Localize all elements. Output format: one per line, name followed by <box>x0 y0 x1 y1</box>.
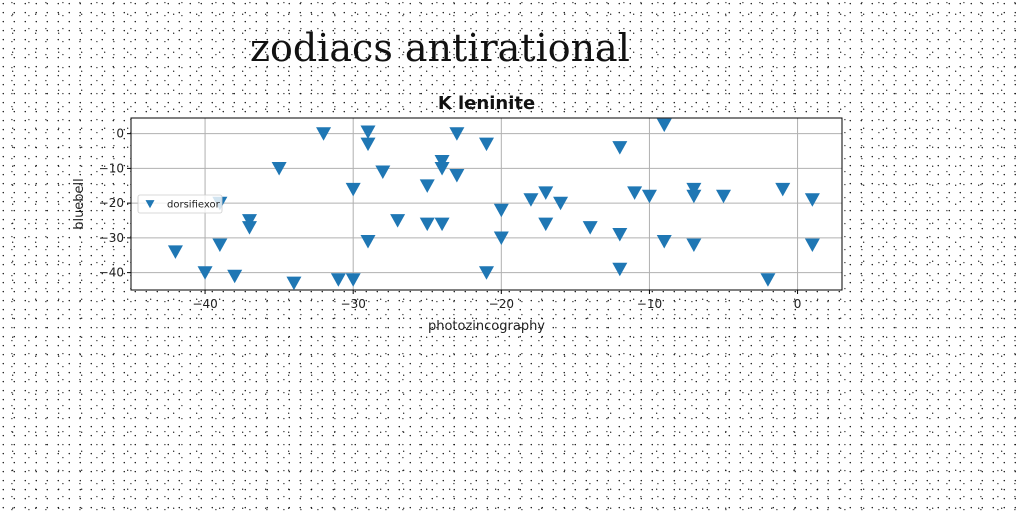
data-point <box>212 238 228 252</box>
data-point <box>612 141 628 155</box>
data-point <box>612 228 628 242</box>
data-point <box>493 203 509 218</box>
data-point <box>434 155 450 169</box>
data-point <box>449 168 465 183</box>
data-point <box>434 217 450 232</box>
data-point <box>686 189 702 204</box>
x-tick-label: −10 <box>637 297 662 311</box>
data-point <box>345 182 361 197</box>
legend: dorsifiexor <box>137 194 223 214</box>
data-point <box>345 273 361 287</box>
data-point <box>582 221 598 235</box>
data-point <box>553 196 569 211</box>
ticks-layer: −40 −30 −20 −10 0 0 −10 −20 −30 −40 <box>99 127 802 311</box>
data-point <box>419 217 435 232</box>
page-title: zodiacs antirational <box>250 26 630 70</box>
marks-layer <box>167 118 820 291</box>
x-tick-label: −30 <box>341 297 366 311</box>
data-point <box>612 262 628 277</box>
y-tick-label: −30 <box>99 231 124 245</box>
legend-box <box>137 194 223 214</box>
x-tick-label: −20 <box>489 297 514 311</box>
data-point <box>479 266 494 280</box>
y-axis-label: bluebell <box>72 178 87 230</box>
x-tick-label: −40 <box>192 297 217 311</box>
data-point <box>686 182 702 197</box>
data-point <box>493 231 509 246</box>
data-point <box>641 189 657 204</box>
legend-marker <box>145 200 155 209</box>
data-point <box>375 165 391 179</box>
data-point <box>804 238 820 252</box>
data-point <box>330 273 346 287</box>
data-point <box>656 118 672 133</box>
data-point <box>716 189 731 204</box>
data-point <box>434 162 450 176</box>
data-point <box>523 193 539 207</box>
data-point <box>242 214 257 228</box>
data-point <box>538 186 554 200</box>
data-point <box>360 137 376 152</box>
data-point <box>390 214 406 228</box>
data-point <box>656 234 672 249</box>
data-point <box>360 125 376 140</box>
data-point <box>197 266 213 280</box>
y-tick-label: −40 <box>99 266 124 280</box>
data-point <box>167 245 183 259</box>
data-point <box>627 186 643 200</box>
data-point <box>242 221 257 235</box>
legend-label: dorsifiexor <box>167 200 221 211</box>
data-point <box>804 193 820 207</box>
data-point <box>271 162 287 176</box>
data-point <box>479 137 494 152</box>
data-point <box>227 269 243 284</box>
data-point <box>760 273 776 287</box>
plot-area <box>130 117 843 291</box>
chart-title: K leninite <box>438 93 535 114</box>
data-point <box>775 182 791 197</box>
y-tick-label: 0 <box>116 127 124 141</box>
data-point <box>538 217 554 232</box>
data-point <box>449 127 465 141</box>
y-tick-label: −20 <box>99 196 124 210</box>
data-point <box>286 276 302 291</box>
data-point <box>419 179 435 193</box>
y-tick-label: −10 <box>99 161 124 175</box>
x-axis-label: photozincography <box>428 319 545 334</box>
data-point <box>316 127 332 141</box>
data-point <box>360 234 376 249</box>
data-point <box>686 238 702 252</box>
x-tick-label: 0 <box>794 297 802 311</box>
